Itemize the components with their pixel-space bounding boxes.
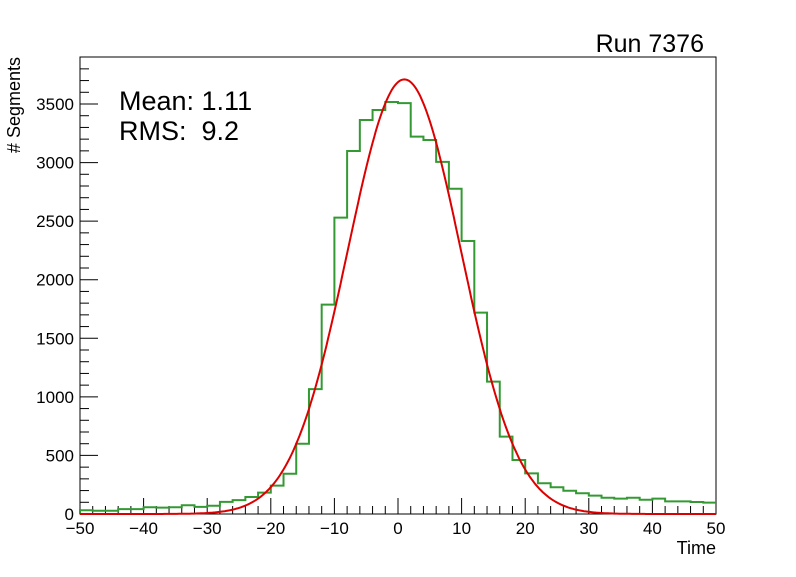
x-tick-label: −50 — [66, 519, 95, 538]
y-tick-label: 500 — [46, 446, 74, 465]
x-tick-label: −10 — [320, 519, 349, 538]
x-tick-label: −30 — [193, 519, 222, 538]
y-tick-labels: 0 500 1000 1500 2000 2500 3000 3500 — [36, 95, 74, 524]
y-tick-label: 0 — [65, 505, 74, 524]
y-tick-label: 2000 — [36, 271, 74, 290]
x-tick-label: −40 — [129, 519, 158, 538]
x-tick-label: 50 — [707, 519, 726, 538]
x-tick-label: 20 — [516, 519, 535, 538]
y-tick-label: 3000 — [36, 154, 74, 173]
y-tick-label: 2500 — [36, 212, 74, 231]
y-tick-label: 3500 — [36, 95, 74, 114]
x-tick-label: −20 — [256, 519, 285, 538]
y-tick-label: 1000 — [36, 388, 74, 407]
y-tick-label: 1500 — [36, 329, 74, 348]
x-tick-label: 10 — [452, 519, 471, 538]
x-axis-label: Time — [677, 538, 716, 558]
stats-mean: Mean: 1.11 — [119, 86, 252, 116]
x-tick-label: 30 — [579, 519, 598, 538]
stats-rms: RMS: 9.2 — [119, 116, 239, 146]
x-tick-labels: −50 −40 −30 −20 −10 0 10 20 30 40 50 — [66, 519, 726, 538]
x-tick-label: 0 — [393, 519, 402, 538]
histogram-series — [79, 101, 716, 514]
chart-title: Run 7376 — [596, 30, 704, 58]
x-tick-label: 40 — [643, 519, 662, 538]
y-axis-label: # Segments — [4, 57, 24, 153]
gaussian-fit-curve — [80, 78, 716, 515]
